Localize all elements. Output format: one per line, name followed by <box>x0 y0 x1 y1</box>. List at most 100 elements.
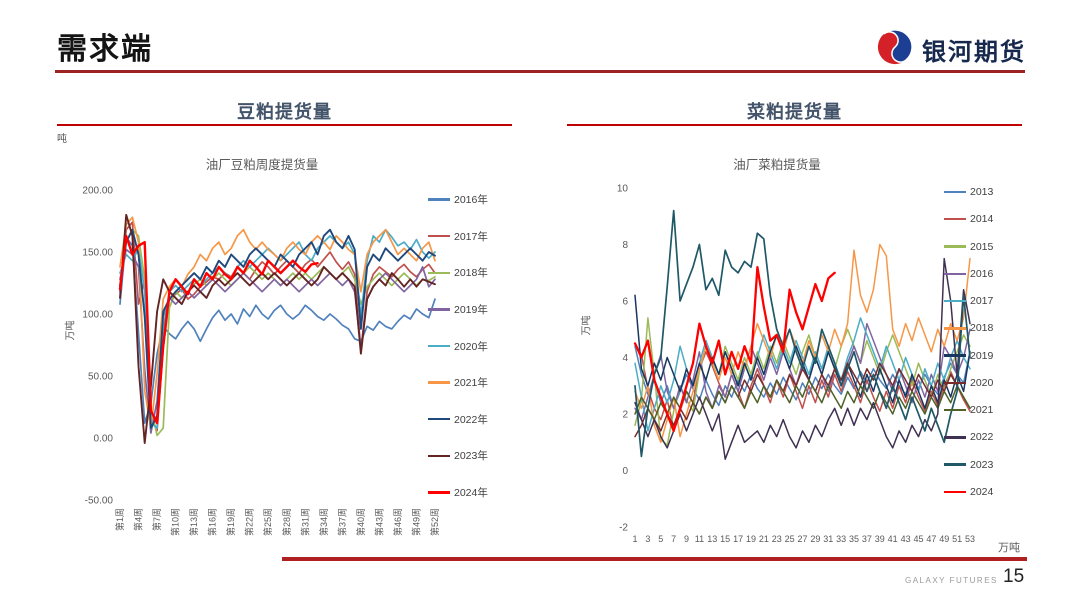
series-line-2016年 <box>119 236 436 424</box>
header-rule <box>55 70 1025 73</box>
legend-label: 2018 <box>970 322 994 335</box>
x-tick-label: 21 <box>759 534 769 544</box>
legend-item: 2024 <box>944 486 1004 498</box>
x-tick-label: 5 <box>658 534 663 544</box>
legend-item: 2020 <box>944 377 1004 389</box>
legend-swatch <box>944 190 966 194</box>
legend-item: 2019 <box>944 350 1004 362</box>
legend-item: 2022 <box>944 431 1004 443</box>
series-line-2019 <box>634 294 971 410</box>
panel-rule-right <box>567 124 1022 126</box>
legend-swatch <box>428 198 450 201</box>
x-tick-label: 第1周 <box>114 508 125 531</box>
x-tick-label: 51 <box>952 534 962 544</box>
y-tick-label: 4 <box>622 353 628 364</box>
legend-item: 2019年 <box>428 302 498 317</box>
legend: 2016年 2017年 2018年 2019年 2020年 2021年 2022年 2023年… <box>428 192 498 500</box>
legend-item: 2016 <box>944 268 1004 280</box>
legend-item: 2017年 <box>428 229 498 244</box>
legend-item: 2016年 <box>428 192 498 207</box>
y-tick-label: 100.00 <box>82 310 113 321</box>
legend-label: 2017 <box>970 295 994 308</box>
y-tick-label: 0 <box>622 466 628 477</box>
x-tick-label: 第13周 <box>188 508 199 536</box>
series-line-2022年 <box>119 228 436 430</box>
legend-label: 2020年 <box>454 340 488 353</box>
rapeseed-meal-chart: 油厂菜粕提货量 万吨 10 8 6 4 2 0 -2 1 3 5 7 9 11 13 15 17 19 21 23 2… <box>567 140 1022 570</box>
y-tick-label: 8 <box>622 240 628 251</box>
x-tick-label: 27 <box>797 534 807 544</box>
series-line-2024 <box>633 265 836 433</box>
x-tick-label: 35 <box>849 534 859 544</box>
legend-swatch <box>944 272 966 275</box>
x-tick-label: 第22周 <box>244 508 255 536</box>
x-tick-label: 11 <box>695 534 704 544</box>
chart-title: 油厂菜粕提货量 <box>733 158 821 172</box>
legend-label: 2017年 <box>454 230 488 243</box>
legend-label: 2016 <box>970 267 994 280</box>
legend-label: 2024 <box>970 485 994 498</box>
x-tick-label: 第19周 <box>225 508 236 536</box>
legend-item: 2014 <box>944 213 1004 225</box>
legend-item: 2020年 <box>428 339 498 354</box>
panel-title-rapeseed-meal: 菜粕提货量 <box>747 102 842 122</box>
legend-label: 2022 <box>970 431 994 444</box>
legend-swatch <box>944 218 966 221</box>
soybean-meal-chart: 油厂豆粕周度提货量 万吨 200.00 150.00 100.00 50.00 0.00… <box>57 140 512 570</box>
legend-item: 2023年 <box>428 448 498 463</box>
legend-swatch <box>428 454 450 458</box>
page-title: 需求端 <box>57 33 153 66</box>
legend-swatch <box>944 381 966 385</box>
x-tick-label: 第40周 <box>355 508 366 536</box>
x-tick-label: 第10周 <box>170 508 181 536</box>
y-tick-label: 10 <box>617 184 629 195</box>
legend-swatch <box>944 463 966 466</box>
x-tick-label: 43 <box>901 534 911 544</box>
legend-label: 2021年 <box>454 377 488 390</box>
series-line-2024年 <box>118 234 319 425</box>
x-tick-label: 第43周 <box>373 508 384 536</box>
y-tick-label: 200.00 <box>82 186 113 197</box>
legend-swatch <box>944 436 966 439</box>
page-number: 15 <box>1003 566 1025 587</box>
legend-swatch <box>944 490 966 494</box>
unit-label-bottom: 万吨 <box>998 542 1020 554</box>
x-tick-label: 9 <box>684 534 689 544</box>
legend-label: 2015 <box>970 240 994 253</box>
x-tick-label: 31 <box>823 534 833 544</box>
x-tick-label: 19 <box>746 534 756 544</box>
legend-label: 2018年 <box>454 267 488 280</box>
legend-item: 2024年 <box>428 485 498 500</box>
footer-brand: GALAXY FUTURES <box>905 576 998 585</box>
x-tick-label: 53 <box>965 534 975 544</box>
x-tick-label: 33 <box>836 534 846 544</box>
y-tick-label: 2 <box>622 410 628 421</box>
x-tick-label: 39 <box>875 534 885 544</box>
y-tick-label: -2 <box>619 523 628 534</box>
x-tick-label: 第46周 <box>392 508 403 536</box>
x-tick-label: 7 <box>671 534 676 544</box>
series-line-2022 <box>634 257 971 460</box>
legend-item: 2018年 <box>428 265 498 280</box>
legend-label: 2019年 <box>454 303 488 316</box>
x-tick-label: 第49周 <box>410 508 421 536</box>
legend-swatch <box>428 491 450 494</box>
galaxy-swirl-icon <box>876 28 914 71</box>
x-tick-label: 第7周 <box>151 508 162 531</box>
legend-label: 2014 <box>970 213 994 226</box>
legend-label: 2019 <box>970 349 994 362</box>
x-tick-label: 第16周 <box>207 508 218 536</box>
legend-item: 2023 <box>944 459 1004 471</box>
x-tick-label: 49 <box>939 534 949 544</box>
y-tick-label: 50.00 <box>88 372 113 383</box>
plot-area: 200.00150.00100.0050.000.00-50.00第1周 第4周第… <box>82 186 440 537</box>
x-tick-label: 第4周 <box>133 508 144 531</box>
x-tick-label: 15 <box>720 534 730 544</box>
legend-item: 2017 <box>944 295 1004 307</box>
series-line-2023年 <box>119 213 436 444</box>
legend-label: 2022年 <box>454 413 488 426</box>
series-line-2021 <box>634 379 971 421</box>
x-tick-label: 第52周 <box>429 508 440 536</box>
series-line-2023 <box>634 209 971 458</box>
legend-label: 2013 <box>970 186 994 198</box>
